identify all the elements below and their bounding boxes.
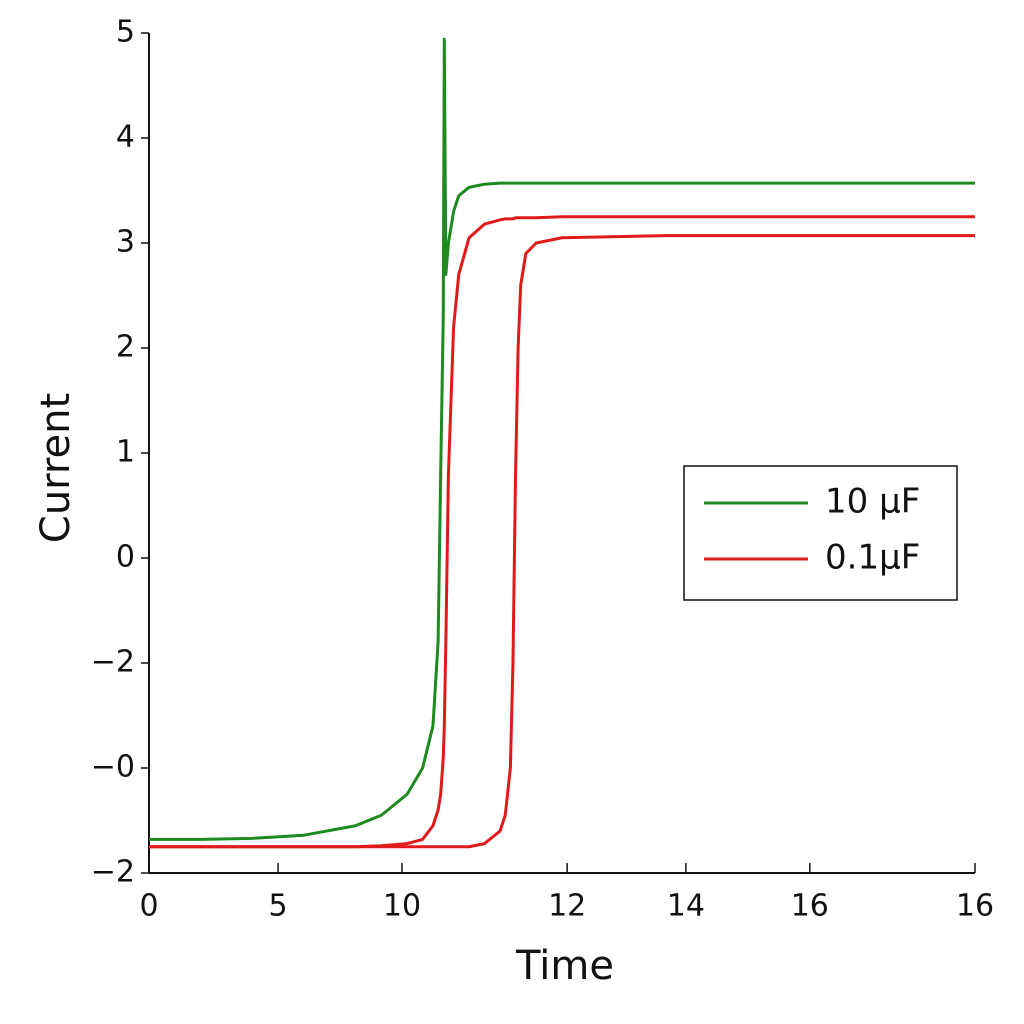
x-tick-label: 0: [139, 889, 158, 924]
legend-label: 0.1µF: [825, 538, 920, 578]
line-series: [149, 234, 975, 849]
y-tick-label: −0: [91, 750, 135, 785]
x-tick-label: 14: [667, 889, 705, 924]
y-axis-label: Current: [33, 393, 79, 543]
y-tick-label: 5: [116, 15, 135, 50]
y-tick-label: 0: [116, 540, 135, 575]
y-tick-label: −2: [91, 645, 135, 680]
legend-label: 10 µF: [825, 482, 920, 522]
y-tick-label: −2: [91, 855, 135, 890]
x-tick-label: 16: [956, 889, 994, 924]
y-tick-label: 2: [116, 330, 135, 365]
legend-box: [683, 465, 958, 601]
y-tick-label: 4: [116, 120, 135, 155]
x-tick-label: 5: [269, 889, 288, 924]
y-tick-label: 1: [116, 435, 135, 470]
x-tick-label: 10: [383, 889, 421, 924]
y-tick-label: 3: [116, 225, 135, 260]
x-tick-label: 16: [791, 889, 829, 924]
line-series: [149, 37, 975, 841]
x-axis-label: Time: [515, 943, 614, 989]
x-tick-label: 12: [548, 889, 586, 924]
